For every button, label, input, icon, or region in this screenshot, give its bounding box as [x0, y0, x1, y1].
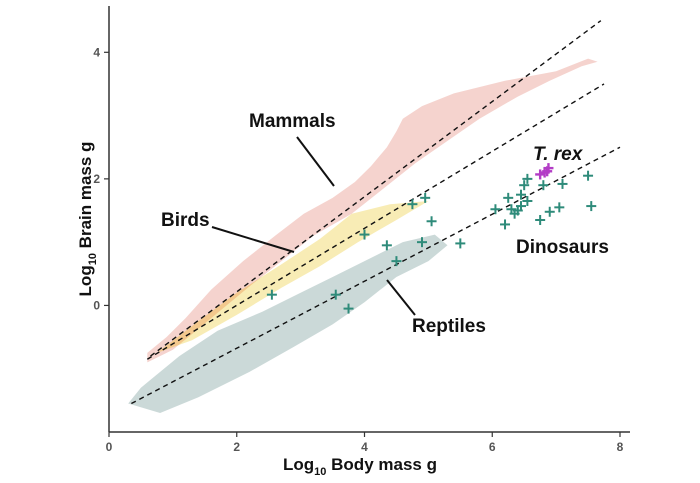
birds-region [156, 201, 429, 353]
y-tick-label-4: 4 [93, 45, 100, 59]
x-tick-label-8: 8 [617, 440, 624, 454]
dinosaur-point-28 [586, 201, 597, 212]
dinosaur-point-9 [455, 238, 466, 249]
trex-point-4 [543, 163, 554, 174]
dinosaur-point-18 [522, 196, 533, 207]
dinosaur-points [266, 170, 597, 314]
dinosaur-point-6 [391, 256, 402, 267]
dinosaurs-label: Dinosaurs [516, 237, 609, 258]
regression-line-2 [146, 83, 605, 360]
dinosaur-point-21 [519, 180, 530, 191]
dinosaur-point-4 [359, 229, 370, 240]
trex-label: T. rex [533, 144, 584, 165]
dinosaur-point-1 [266, 289, 277, 300]
reptiles-region [128, 234, 448, 413]
dinosaur-point-17 [515, 201, 526, 212]
dinosaur-point-7 [416, 237, 427, 248]
x-tick-label-6: 6 [489, 440, 496, 454]
dinosaur-point-11 [420, 192, 431, 203]
reptiles-leader-line [386, 279, 416, 316]
dinosaur-point-27 [583, 170, 594, 181]
dinosaur-point-22 [522, 173, 533, 184]
dinosaur-point-23 [535, 215, 546, 225]
dinosaur-point-25 [554, 202, 565, 213]
y-tick-label-0: 0 [93, 298, 100, 312]
dinosaur-point-2 [330, 289, 341, 300]
dinosaur-point-26 [557, 178, 568, 189]
dinosaur-point-20 [515, 189, 526, 200]
mammals-label: Mammals [249, 111, 336, 132]
dinosaur-point-8 [426, 216, 437, 227]
y-axis-title: Log10 Brain mass g [76, 142, 99, 297]
x-axis-ticks: 0 2 4 6 8 [106, 432, 624, 454]
x-tick-label-4: 4 [361, 440, 368, 454]
dinosaur-point-13 [500, 219, 511, 230]
dinosaur-point-12 [490, 204, 501, 215]
dinosaur-point-10 [407, 199, 418, 210]
dinosaur-point-5 [381, 240, 392, 251]
trex-points [535, 163, 554, 180]
dinosaur-point-29 [538, 180, 549, 191]
x-axis-title: Log10 Body mass g [283, 455, 437, 478]
dinosaur-point-19 [503, 192, 514, 203]
y-tick-label-2: 2 [93, 172, 100, 186]
x-tick-label-2: 2 [233, 440, 240, 454]
birds-label: Birds [161, 210, 210, 231]
x-tick-label-0: 0 [106, 440, 113, 454]
y-axis-ticks: 0 2 4 [93, 45, 109, 312]
group-regions [128, 58, 598, 413]
birds-leader-line [211, 226, 295, 253]
dinosaur-point-24 [544, 206, 555, 217]
reptiles-label: Reptiles [412, 316, 486, 337]
regression-line-3 [131, 146, 621, 405]
regression-lines [131, 20, 621, 405]
regression-line-1 [150, 20, 602, 357]
dinosaur-point-3 [343, 303, 354, 314]
mammals-leader-line [296, 136, 335, 187]
